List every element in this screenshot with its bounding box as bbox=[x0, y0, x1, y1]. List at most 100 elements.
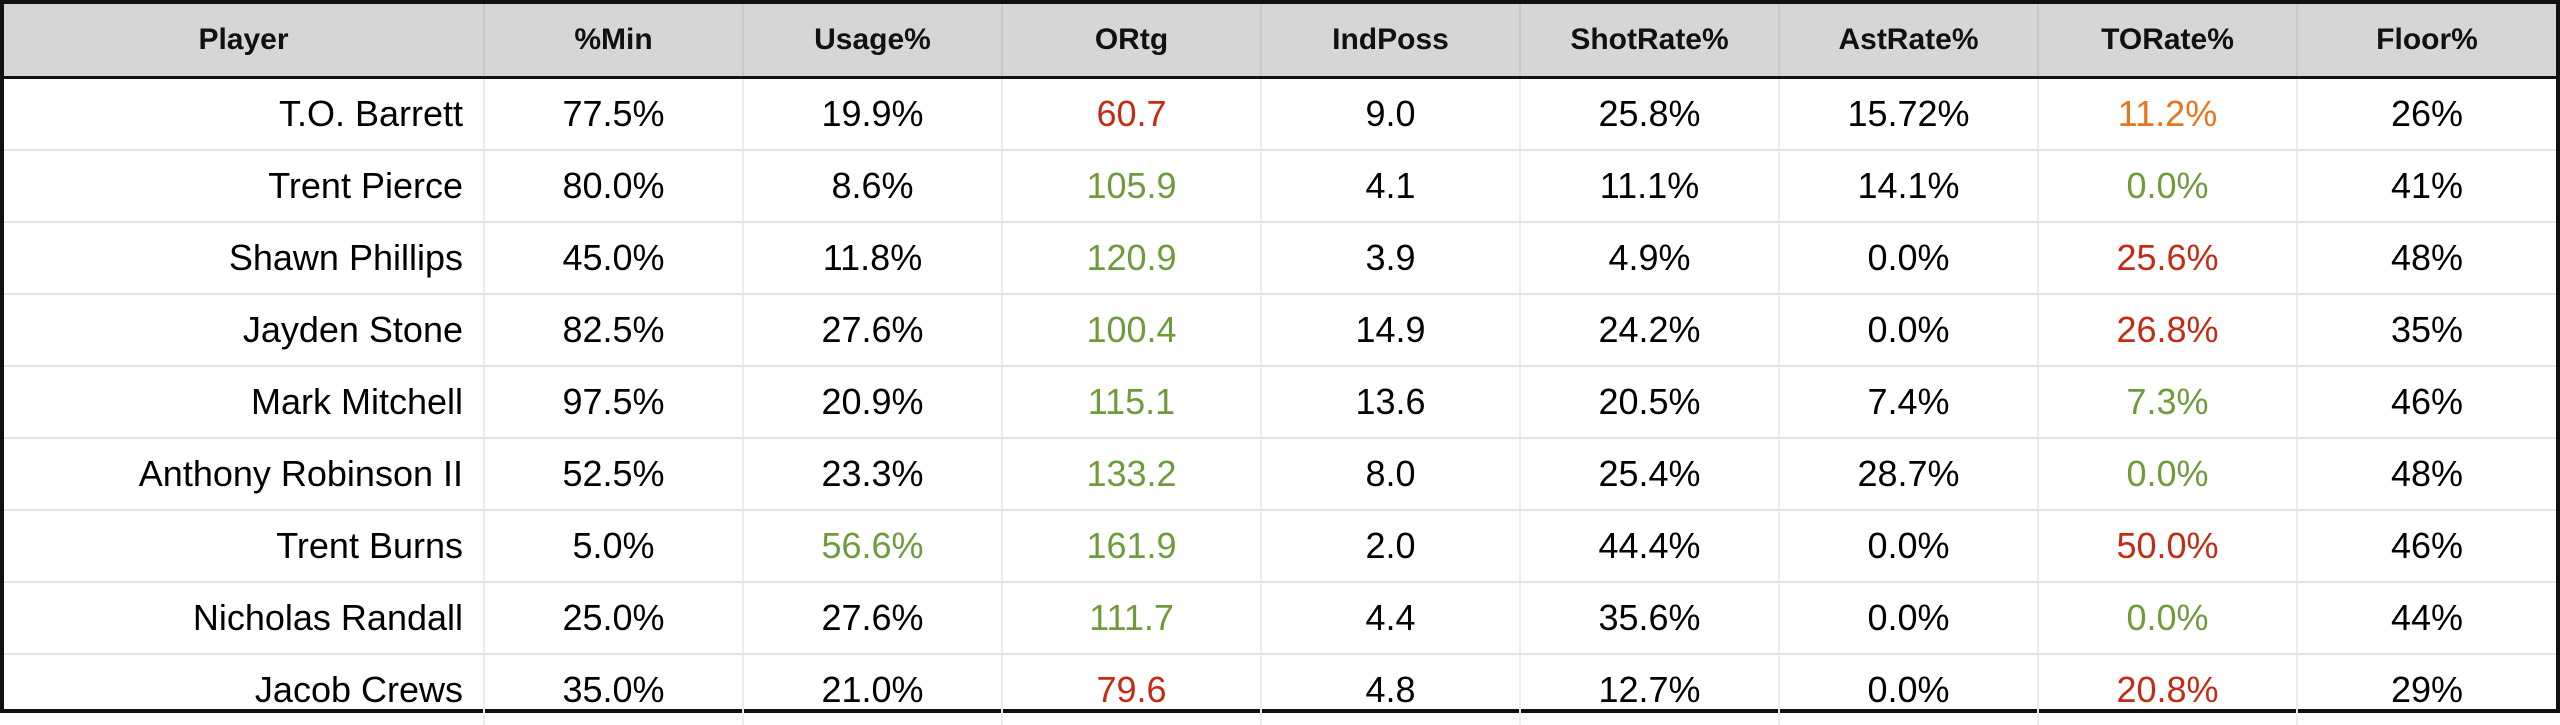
stat-cell: 25.8% bbox=[1520, 78, 1779, 151]
stat-cell: 82.5% bbox=[484, 294, 743, 366]
stat-cell: 45.0% bbox=[484, 222, 743, 294]
stat-cell: 4.4 bbox=[1261, 582, 1520, 654]
player-cell: Nicholas Randall bbox=[4, 582, 484, 654]
player-cell: Trent Burns bbox=[4, 510, 484, 582]
stat-cell: 2.0 bbox=[1261, 510, 1520, 582]
stat-cell: 60.7 bbox=[1002, 78, 1261, 151]
stat-cell: 111.7 bbox=[1002, 582, 1261, 654]
stat-cell: 48% bbox=[2297, 438, 2556, 510]
stat-cell: 80.0% bbox=[484, 150, 743, 222]
stat-cell: 46% bbox=[2297, 510, 2556, 582]
player-cell: Anthony Robinson II bbox=[4, 438, 484, 510]
header-cell: IndPoss bbox=[1261, 4, 1520, 78]
stat-cell: 35.0% bbox=[484, 654, 743, 725]
stat-cell: 12.7% bbox=[1520, 654, 1779, 725]
player-cell: Jayden Stone bbox=[4, 294, 484, 366]
stat-cell: 15.72% bbox=[1779, 78, 2038, 151]
stat-cell: 48% bbox=[2297, 222, 2556, 294]
stat-cell: 21.0% bbox=[743, 654, 1002, 725]
stat-cell: 79.6 bbox=[1002, 654, 1261, 725]
header-cell: Floor% bbox=[2297, 4, 2556, 78]
stat-cell: 35.6% bbox=[1520, 582, 1779, 654]
stat-cell: 4.1 bbox=[1261, 150, 1520, 222]
stat-cell: 5.0% bbox=[484, 510, 743, 582]
header-cell: ShotRate% bbox=[1520, 4, 1779, 78]
stat-cell: 26% bbox=[2297, 78, 2556, 151]
stat-cell: 56.6% bbox=[743, 510, 1002, 582]
stat-cell: 11.8% bbox=[743, 222, 1002, 294]
stat-cell: 27.6% bbox=[743, 582, 1002, 654]
stat-cell: 0.0% bbox=[1779, 294, 2038, 366]
player-cell: Jacob Crews bbox=[4, 654, 484, 725]
stat-cell: 20.9% bbox=[743, 366, 1002, 438]
stat-cell: 105.9 bbox=[1002, 150, 1261, 222]
stat-cell: 41% bbox=[2297, 150, 2556, 222]
stat-cell: 44% bbox=[2297, 582, 2556, 654]
stat-cell: 52.5% bbox=[484, 438, 743, 510]
stat-cell: 0.0% bbox=[2038, 150, 2297, 222]
header-cell: %Min bbox=[484, 4, 743, 78]
stat-cell: 133.2 bbox=[1002, 438, 1261, 510]
stat-cell: 7.3% bbox=[2038, 366, 2297, 438]
stat-cell: 115.1 bbox=[1002, 366, 1261, 438]
stat-cell: 3.9 bbox=[1261, 222, 1520, 294]
header-cell: Player bbox=[4, 4, 484, 78]
stat-cell: 23.3% bbox=[743, 438, 1002, 510]
stat-cell: 0.0% bbox=[1779, 654, 2038, 725]
player-cell: Shawn Phillips bbox=[4, 222, 484, 294]
stat-cell: 14.1% bbox=[1779, 150, 2038, 222]
stat-cell: 120.9 bbox=[1002, 222, 1261, 294]
stat-cell: 50.0% bbox=[2038, 510, 2297, 582]
stat-cell: 0.0% bbox=[1779, 510, 2038, 582]
stat-cell: 9.0 bbox=[1261, 78, 1520, 151]
stat-cell: 161.9 bbox=[1002, 510, 1261, 582]
stat-cell: 20.5% bbox=[1520, 366, 1779, 438]
stat-cell: 35% bbox=[2297, 294, 2556, 366]
stat-cell: 11.2% bbox=[2038, 78, 2297, 151]
header-cell: ORtg bbox=[1002, 4, 1261, 78]
header-cell: Usage% bbox=[743, 4, 1002, 78]
stat-cell: 28.7% bbox=[1779, 438, 2038, 510]
stat-cell: 0.0% bbox=[2038, 582, 2297, 654]
stat-cell: 29% bbox=[2297, 654, 2556, 725]
stat-cell: 25.0% bbox=[484, 582, 743, 654]
stat-cell: 19.9% bbox=[743, 78, 1002, 151]
stat-cell: 0.0% bbox=[1779, 582, 2038, 654]
stat-cell: 46% bbox=[2297, 366, 2556, 438]
stat-cell: 20.8% bbox=[2038, 654, 2297, 725]
stat-cell: 8.6% bbox=[743, 150, 1002, 222]
player-cell: T.O. Barrett bbox=[4, 78, 484, 151]
stat-cell: 27.6% bbox=[743, 294, 1002, 366]
stat-cell: 100.4 bbox=[1002, 294, 1261, 366]
stat-cell: 13.6 bbox=[1261, 366, 1520, 438]
stat-cell: 25.4% bbox=[1520, 438, 1779, 510]
stat-cell: 26.8% bbox=[2038, 294, 2297, 366]
stat-cell: 0.0% bbox=[1779, 222, 2038, 294]
stat-cell: 7.4% bbox=[1779, 366, 2038, 438]
header-cell: TORate% bbox=[2038, 4, 2297, 78]
stat-cell: 77.5% bbox=[484, 78, 743, 151]
stat-cell: 25.6% bbox=[2038, 222, 2297, 294]
stat-cell: 0.0% bbox=[2038, 438, 2297, 510]
header-cell: AstRate% bbox=[1779, 4, 2038, 78]
stat-cell: 24.2% bbox=[1520, 294, 1779, 366]
stat-cell: 4.9% bbox=[1520, 222, 1779, 294]
stat-cell: 11.1% bbox=[1520, 150, 1779, 222]
stat-cell: 4.8 bbox=[1261, 654, 1520, 725]
stat-cell: 97.5% bbox=[484, 366, 743, 438]
player-cell: Trent Pierce bbox=[4, 150, 484, 222]
stat-cell: 8.0 bbox=[1261, 438, 1520, 510]
